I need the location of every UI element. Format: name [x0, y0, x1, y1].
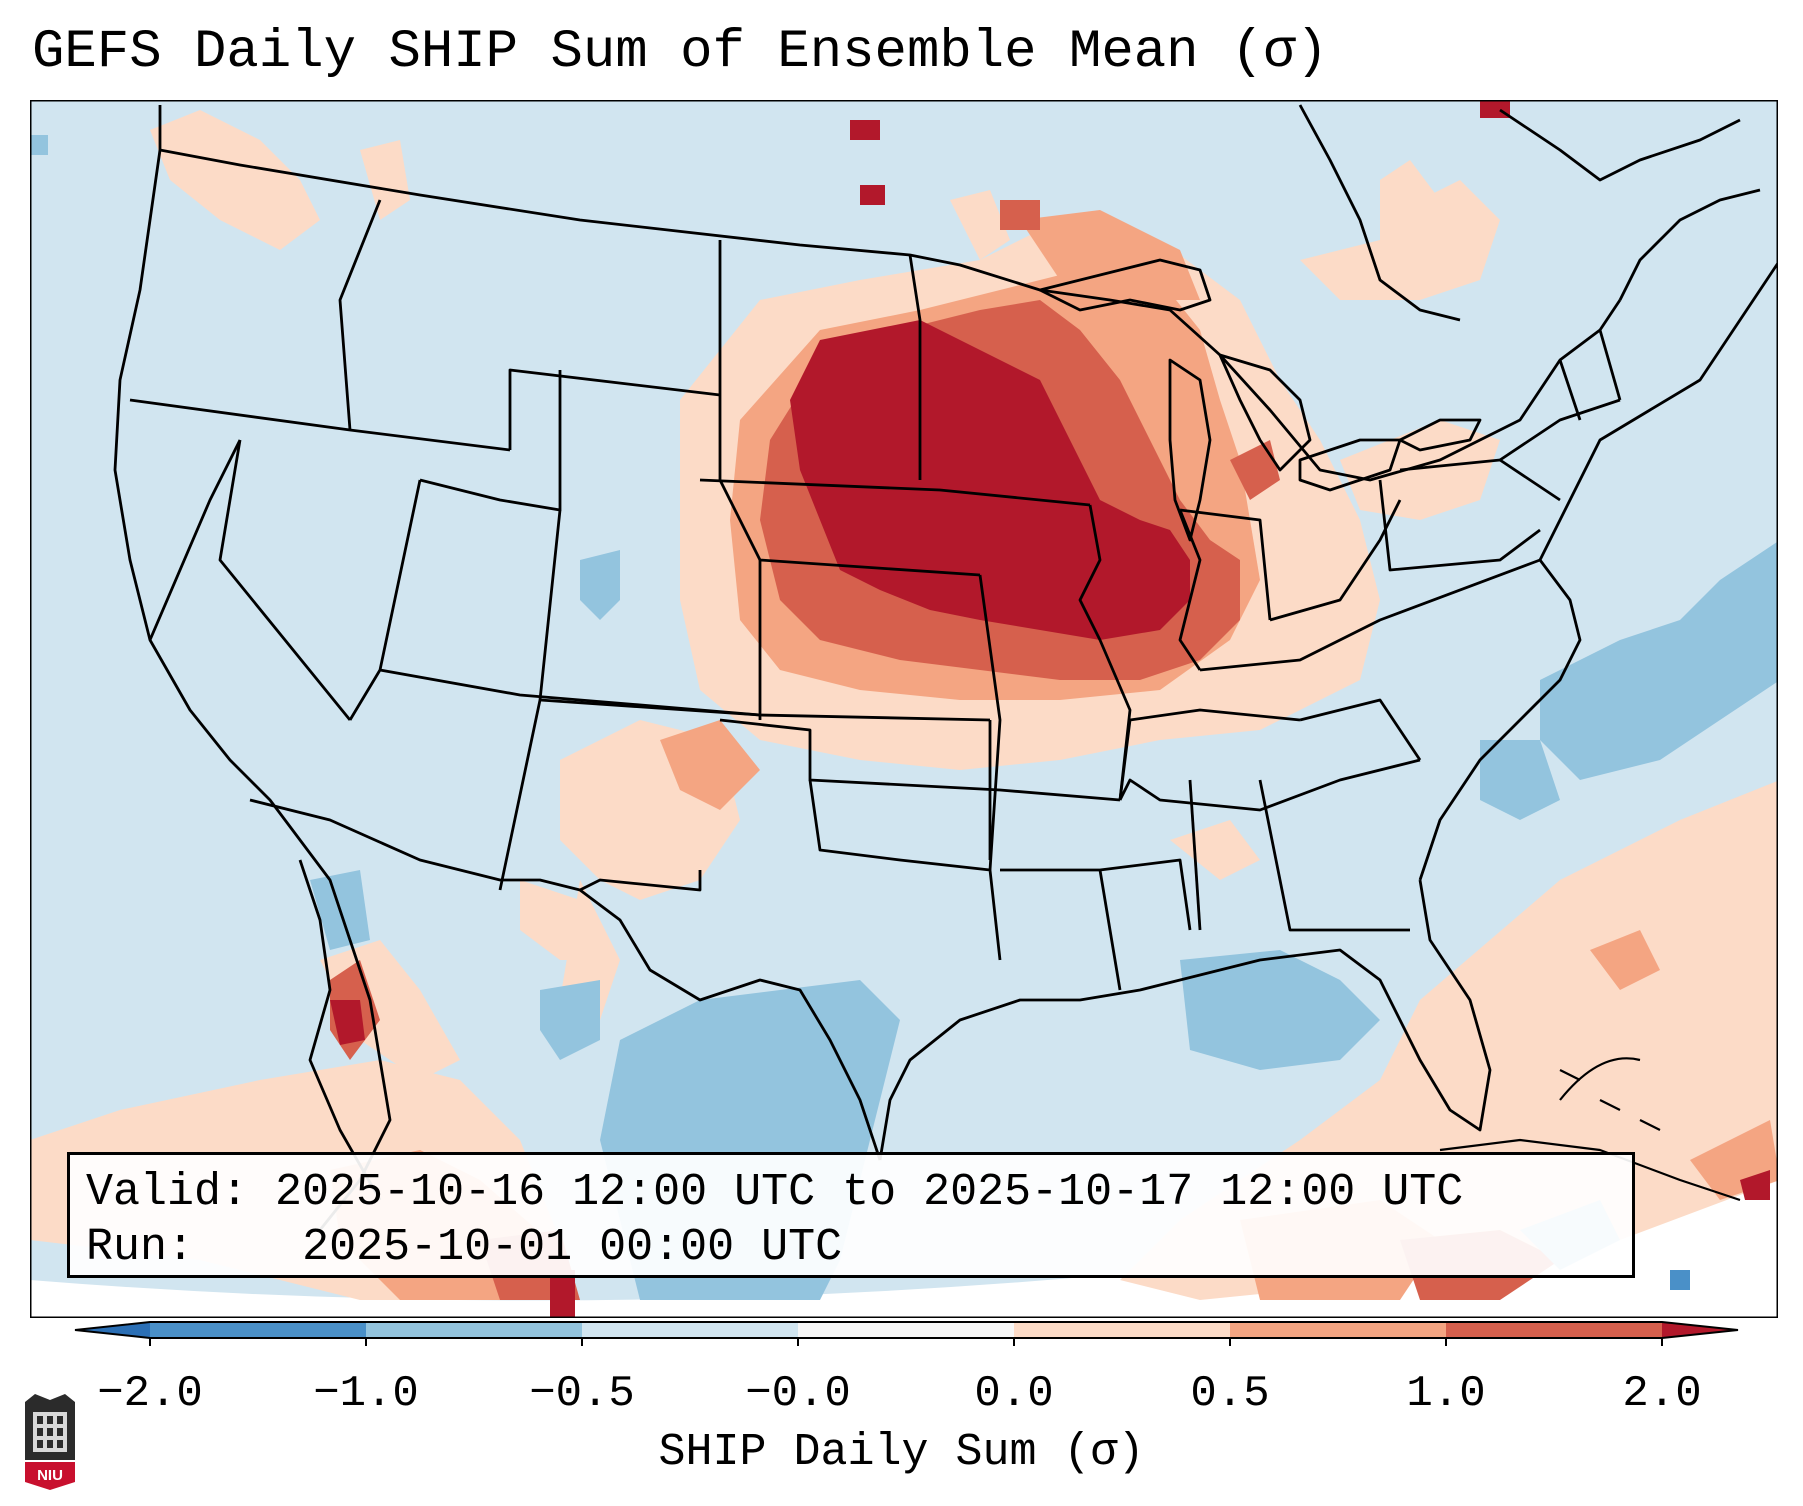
colorbar-tick-label: 2.0 — [1622, 1369, 1701, 1419]
colorbar-tick-label: −1.0 — [313, 1369, 419, 1419]
colorbar-extend-low — [75, 1322, 150, 1338]
colorbar-bin-3 — [582, 1322, 798, 1338]
ship-field — [30, 100, 1778, 1318]
colorbar: −2.0 −1.0 −0.5 −0.0 0.0 0.5 1.0 2.0 — [74, 1321, 1739, 1419]
strong-positive-areas — [330, 100, 1770, 1318]
colorbar-bin-1 — [150, 1322, 366, 1338]
colorbar-tick-label: 0.0 — [974, 1369, 1053, 1419]
valid-run-info-box: Valid: 2025-10-16 12:00 UTC to 2025-10-1… — [67, 1152, 1635, 1278]
map-title: GEFS Daily SHIP Sum of Ensemble Mean (σ) — [32, 22, 1329, 83]
run-label: Run: — [86, 1222, 195, 1273]
colorbar-extend-high — [1662, 1322, 1738, 1338]
colorbar-label: SHIP Daily Sum (σ) — [658, 1427, 1145, 1478]
niu-logo: NIU — [25, 1394, 75, 1490]
colorbar-bin-6 — [1230, 1322, 1446, 1338]
colorbar-bin-7 — [1446, 1322, 1662, 1338]
run-value: 2025-10-01 00:00 UTC — [302, 1222, 843, 1273]
colorbar-tick-label: 1.0 — [1406, 1369, 1485, 1419]
colorbar-tick-label: −0.5 — [529, 1369, 635, 1419]
colorbar-ticks — [149, 1338, 1663, 1346]
geography-lines — [113, 104, 1778, 1231]
colorbar-tick-label: −0.0 — [745, 1369, 851, 1419]
valid-label: Valid: — [86, 1167, 249, 1218]
colorbar-tick-label: 0.5 — [1190, 1369, 1269, 1419]
valid-value: 2025-10-16 12:00 UTC to 2025-10-17 12:00… — [275, 1167, 1464, 1218]
colorbar-bin-2 — [366, 1322, 582, 1338]
svg-text:NIU: NIU — [37, 1467, 63, 1484]
colorbar-bin-4 — [798, 1322, 1014, 1338]
strong-negative-areas — [1670, 1270, 1690, 1290]
colorbar-bin-5 — [1014, 1322, 1230, 1338]
colorbar-tick-label: −2.0 — [97, 1369, 203, 1419]
